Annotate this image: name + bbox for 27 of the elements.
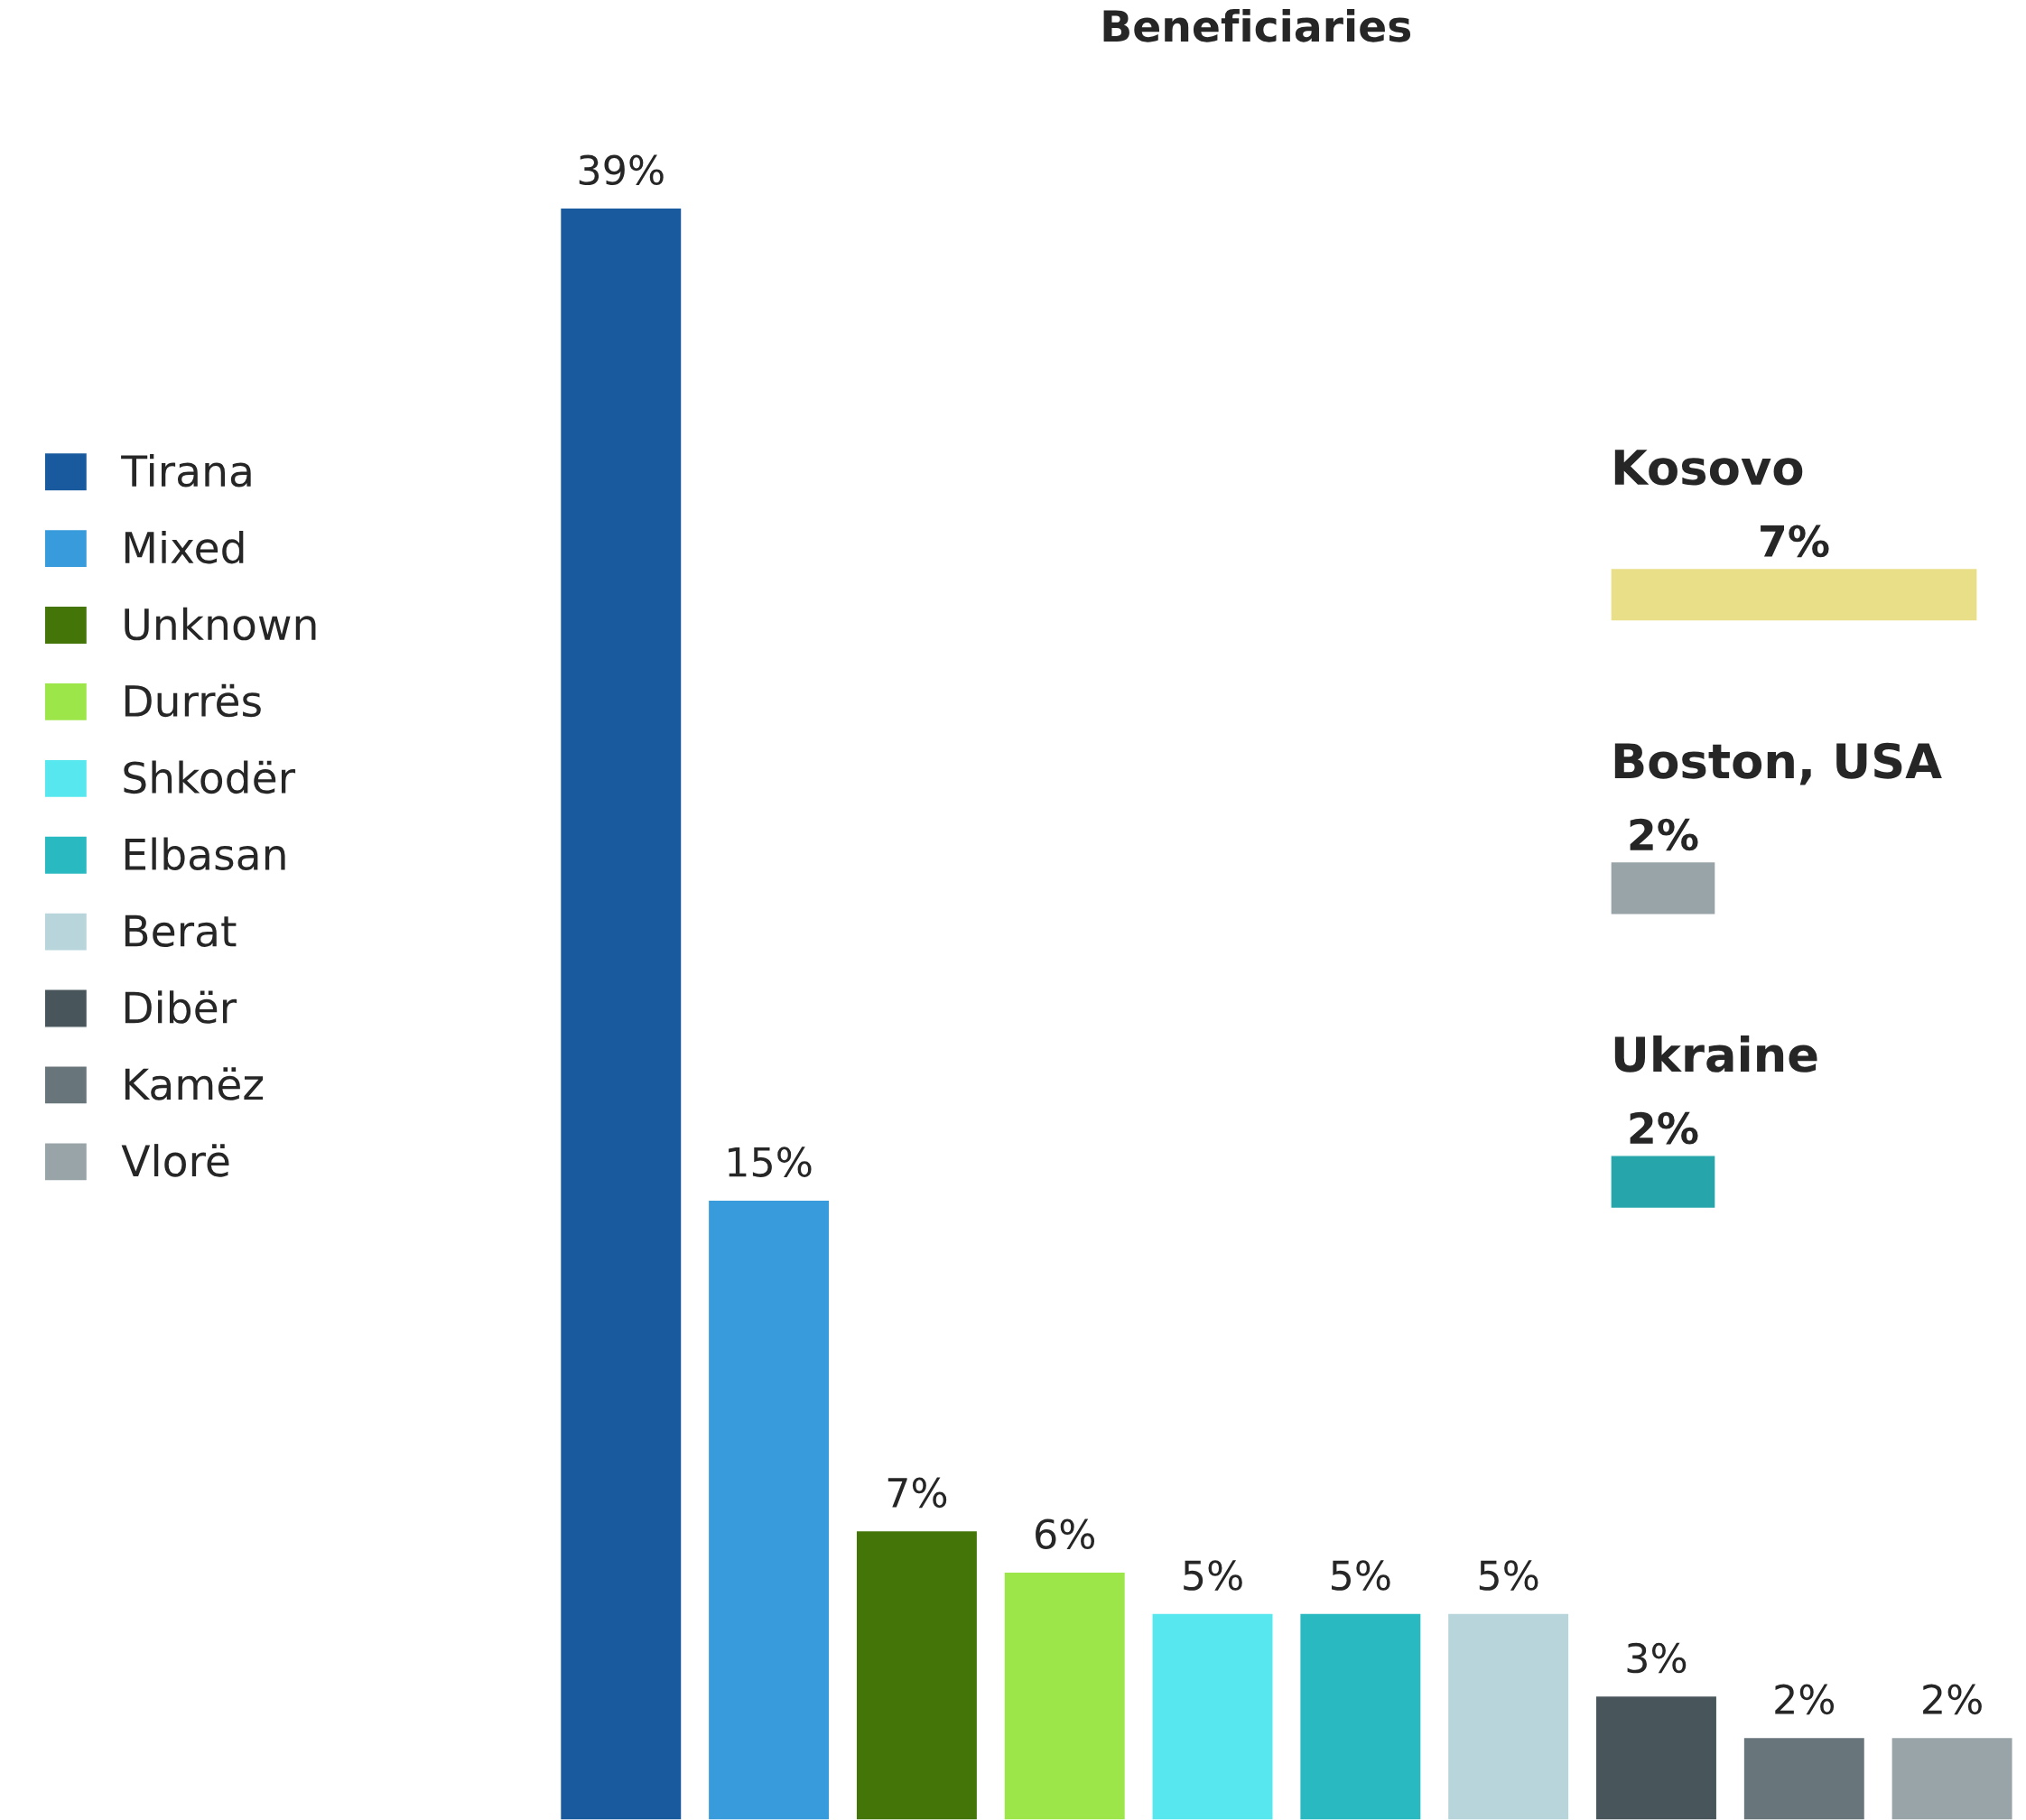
chart-title: Beneficiaries xyxy=(1103,9,1411,42)
data-label: 39% xyxy=(579,154,664,186)
y-tick-label: Kosovo xyxy=(1614,450,1803,486)
data-label: 5% xyxy=(1184,1560,1242,1591)
data-label: 2% xyxy=(1630,1111,1698,1145)
data-label: 7% xyxy=(1761,525,1829,558)
legend-label: Kamëz xyxy=(125,1067,264,1100)
data-label: 2% xyxy=(1923,1684,1982,1715)
legend-label: Shkodër xyxy=(124,760,296,794)
legend-label: Berat xyxy=(125,915,237,947)
data-label: 3% xyxy=(1627,1642,1687,1674)
y-tick-label: Boston, USA xyxy=(1614,742,1942,785)
legend-label: Vlorë xyxy=(121,1144,229,1177)
legend-label: Elbasan xyxy=(125,837,285,871)
data-label: 15% xyxy=(729,1147,812,1177)
data-label: 5% xyxy=(1332,1560,1390,1591)
data-label: 6% xyxy=(1036,1518,1095,1550)
legend-label: Dibër xyxy=(125,990,237,1024)
data-label: 2% xyxy=(1630,818,1698,851)
legend-label: Unknown xyxy=(125,607,316,641)
data-label: 5% xyxy=(1479,1560,1538,1591)
data-label: 7% xyxy=(888,1477,947,1509)
y-tick-label: Ukraine xyxy=(1614,1035,1817,1072)
legend-label: Mixed xyxy=(125,530,244,564)
legend-label: Tirana xyxy=(121,453,251,488)
data-label: 2% xyxy=(1775,1684,1835,1715)
legend-label: Durrës xyxy=(125,683,261,718)
